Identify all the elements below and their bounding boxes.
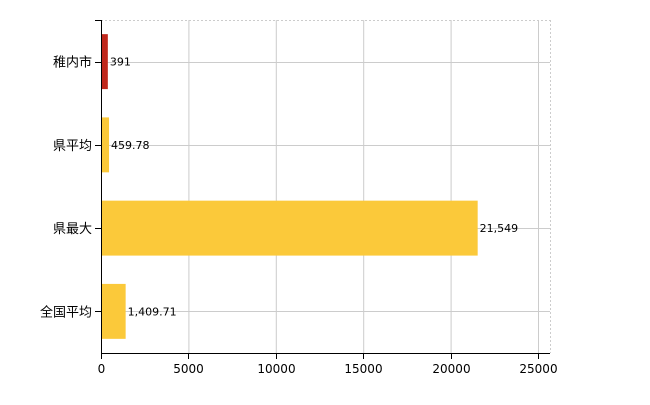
labels: 391 稚内市 459.78 県平均 21,549 県最大 1,409.71 全国平均 0 500… xyxy=(40,55,558,376)
category-label-0: 稚内市 xyxy=(53,55,92,71)
category-label-1: 県平均 xyxy=(53,139,92,154)
x-tick-label-2: 10000 xyxy=(257,362,295,376)
data-label-1: 459.78 xyxy=(111,139,150,152)
bar-3 xyxy=(102,283,126,339)
bar-1 xyxy=(102,117,110,173)
bar-2 xyxy=(102,200,478,256)
bar-0 xyxy=(102,34,108,90)
category-label-2: 県最大 xyxy=(53,222,92,237)
data-label-0: 391 xyxy=(110,56,131,69)
data-label-2: 21,549 xyxy=(480,222,519,235)
x-tick-label-0: 0 xyxy=(98,362,106,376)
x-tick-label-1: 5000 xyxy=(173,362,204,376)
grid-lines xyxy=(101,20,551,353)
x-tick-label-5: 25000 xyxy=(519,362,557,376)
bars xyxy=(102,34,478,339)
axes xyxy=(95,20,550,359)
category-label-3: 全国平均 xyxy=(40,304,92,320)
x-tick-label-4: 20000 xyxy=(432,362,470,376)
data-label-3: 1,409.71 xyxy=(128,305,177,318)
x-tick-label-3: 15000 xyxy=(344,362,382,376)
